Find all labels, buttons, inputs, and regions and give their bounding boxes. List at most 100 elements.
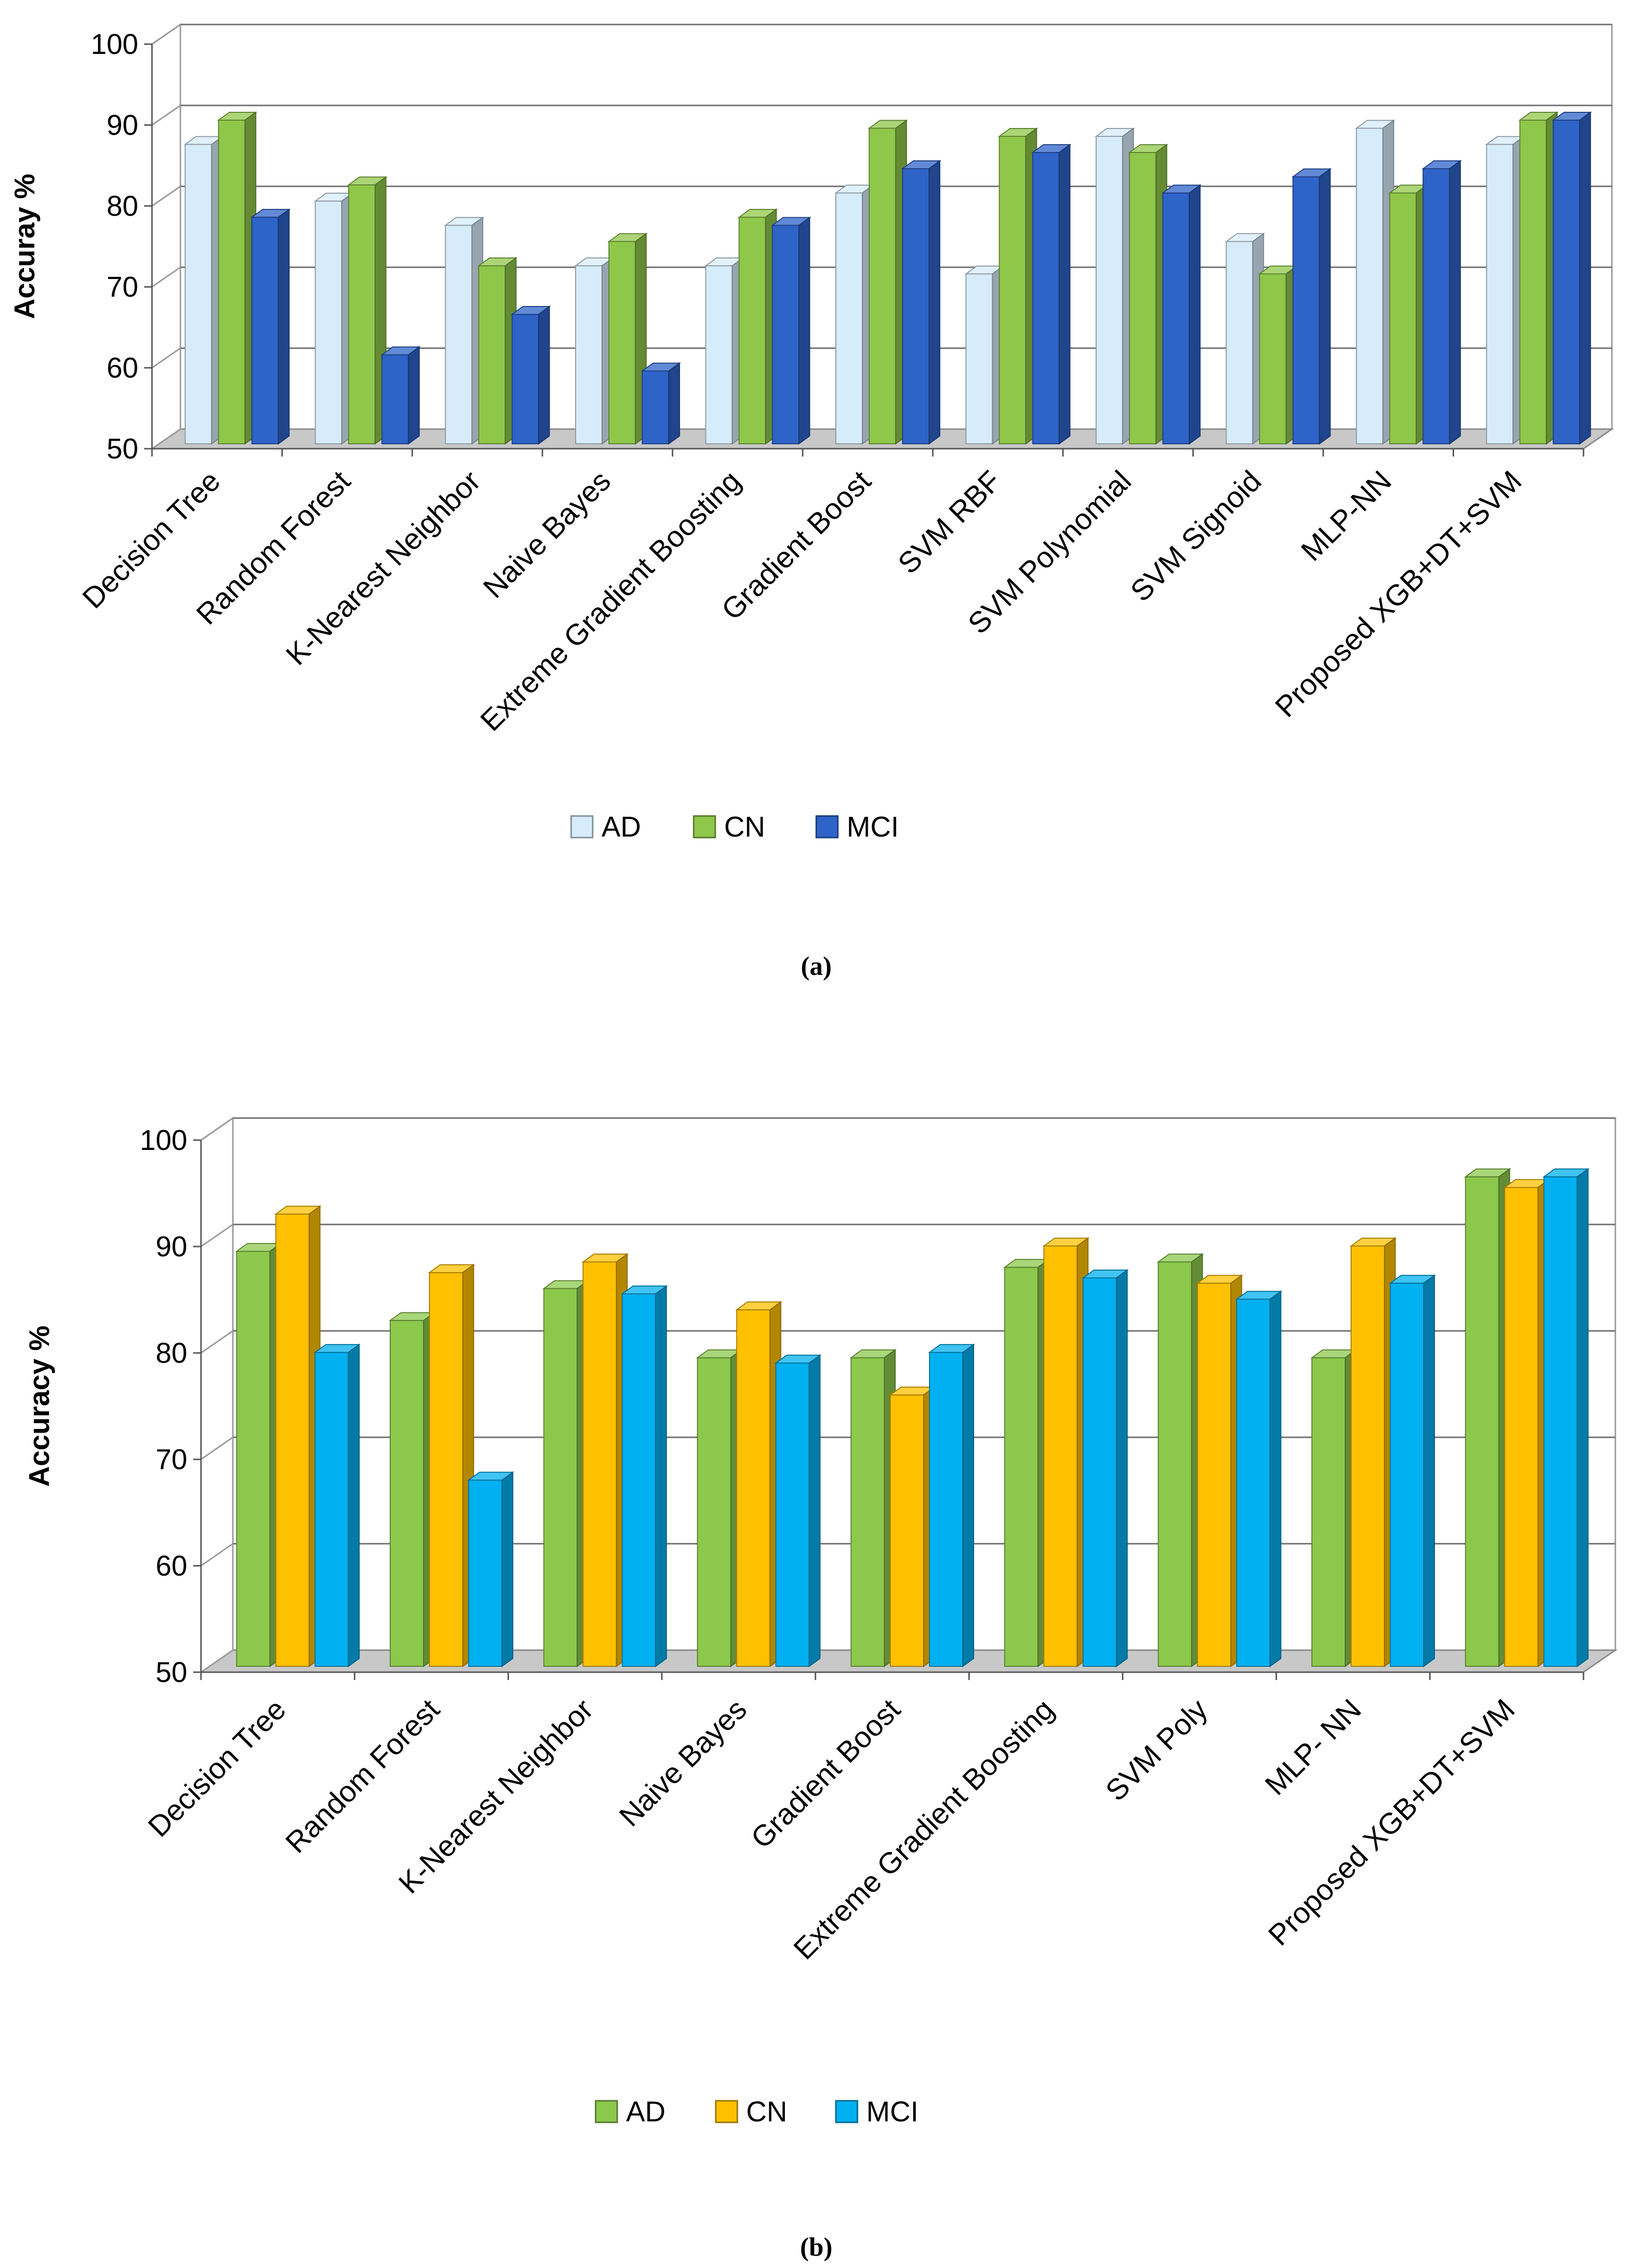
bar-front <box>184 144 212 444</box>
gridline-side <box>201 1117 233 1141</box>
x-category-label: SVM Signoid <box>1124 464 1268 608</box>
bar-front <box>608 241 636 444</box>
bar-front <box>775 1362 810 1667</box>
bar-front <box>1390 1282 1424 1667</box>
bar-cn-0 <box>217 111 257 445</box>
gridline-side <box>151 185 181 207</box>
bar-mci-9 <box>1421 160 1462 445</box>
bar-mci-5 <box>1081 1269 1129 1667</box>
bar-front <box>1553 120 1581 444</box>
bar-front <box>1226 241 1254 444</box>
bar-side <box>408 346 420 445</box>
y-tick-label: 70 <box>106 271 138 303</box>
bar-mci-6 <box>1235 1290 1282 1667</box>
y-tick-label: 100 <box>91 28 138 60</box>
x-category-label: Proposed XGB+DT+SVM <box>1262 1693 1521 1952</box>
bar-cn-6 <box>998 127 1038 445</box>
bar-front <box>1082 1277 1117 1667</box>
gridline-side <box>201 1223 233 1248</box>
bar-side <box>1449 160 1461 445</box>
gridline-side <box>201 1330 233 1354</box>
bar-cn-2 <box>581 1253 629 1667</box>
plot-side-wall <box>151 23 181 450</box>
bar-cn-4 <box>888 1386 936 1667</box>
bar-mci-4 <box>928 1343 976 1667</box>
x-category-label: Naive Bayes <box>477 464 617 605</box>
gridline-side <box>201 1436 233 1460</box>
bar-front <box>772 225 800 444</box>
bar-front <box>1032 152 1060 444</box>
bar-front <box>275 1213 310 1667</box>
bar-ad-9 <box>1355 119 1395 445</box>
bar-ad-0 <box>235 1242 282 1667</box>
bar-front <box>736 1309 771 1667</box>
bar-cn-10 <box>1518 111 1559 445</box>
bar-front <box>1504 1187 1539 1667</box>
bar-cn-7 <box>1349 1237 1397 1667</box>
bar-front <box>999 136 1027 444</box>
legend-swatch <box>693 815 716 839</box>
x-category-label: Extreme Gradient Boosting <box>787 1693 1060 1966</box>
bar-side <box>502 1471 513 1667</box>
bar-ad-3 <box>696 1349 743 1667</box>
legend-item-ad: AD <box>595 2096 666 2128</box>
bar-cn-6 <box>1196 1274 1243 1667</box>
bar-front <box>1356 127 1383 444</box>
legend-item-cn: CN <box>693 811 765 843</box>
gridline-side <box>201 1543 233 1567</box>
y-axis-title: Accuracy % <box>24 1325 55 1487</box>
bar-front <box>445 225 473 444</box>
bar-front <box>1465 1176 1500 1667</box>
bar-ad-2 <box>542 1279 590 1667</box>
bar-front <box>251 217 279 444</box>
bar-cn-8 <box>1503 1178 1551 1667</box>
bar-front <box>1422 168 1450 444</box>
bar-cn-1 <box>347 176 388 445</box>
bar-ad-4 <box>849 1349 897 1667</box>
x-category-label: Proposed XGB+DT+SVM <box>1269 464 1528 723</box>
y-tick-label: 60 <box>106 352 138 384</box>
legend-swatch <box>595 2100 618 2123</box>
y-tick-label: 70 <box>155 1444 187 1476</box>
legend-label: AD <box>626 2096 666 2128</box>
bar-cn-0 <box>274 1205 322 1667</box>
bar-front <box>314 1351 349 1667</box>
legend-label: CN <box>724 811 765 843</box>
bar-front <box>1351 1245 1385 1667</box>
gridline-side <box>151 347 181 369</box>
bar-mci-8 <box>1542 1168 1590 1667</box>
y-axis-title: Accuray % <box>9 174 41 319</box>
bar-cn-4 <box>737 208 778 445</box>
bar-front <box>902 168 930 444</box>
bar-mci-7 <box>1388 1274 1436 1667</box>
bar-mci-10 <box>1552 111 1592 445</box>
bar-cn-7 <box>1128 144 1168 445</box>
bar-front <box>236 1250 271 1667</box>
gridline-side <box>151 24 181 45</box>
bar-side <box>798 216 810 445</box>
bar-front <box>218 120 246 444</box>
bar-mci-0 <box>250 208 291 445</box>
bar-ad-6 <box>964 265 1005 445</box>
legend-item-ad: AD <box>570 811 641 843</box>
bar-front <box>1259 273 1287 444</box>
bar-front <box>1292 176 1320 444</box>
bar-front <box>929 1351 963 1667</box>
legend-swatch <box>715 2100 738 2123</box>
bar-front <box>705 265 733 444</box>
bar-mci-1 <box>467 1471 515 1667</box>
bar-front <box>348 184 376 444</box>
x-category-label: Gradient Boost <box>745 1693 907 1855</box>
bar-side <box>1423 1274 1435 1667</box>
bar-mci-0 <box>313 1343 361 1667</box>
y-tick-label: 50 <box>106 433 138 465</box>
bar-cn-3 <box>735 1301 782 1667</box>
bar-mci-4 <box>771 216 811 445</box>
bar-ad-3 <box>574 257 615 445</box>
bar-mci-3 <box>774 1354 822 1667</box>
bar-side <box>348 1343 360 1667</box>
bar-mci-2 <box>621 1285 668 1667</box>
legend-label: CN <box>746 2096 787 2128</box>
bar-cn-9 <box>1388 184 1429 445</box>
